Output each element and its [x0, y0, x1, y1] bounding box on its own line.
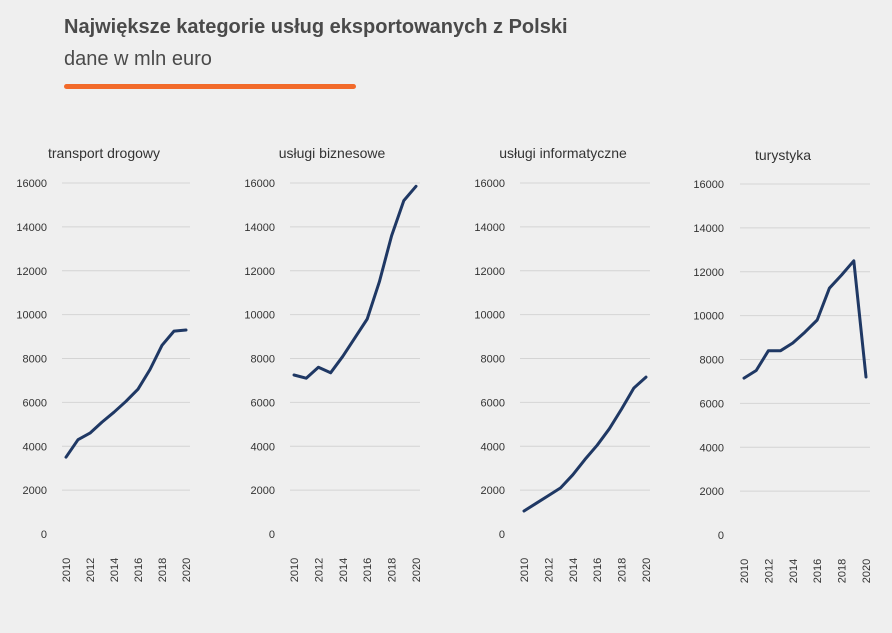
y-tick-label: 12000	[16, 266, 47, 278]
y-tick-label: 2000	[700, 486, 724, 498]
y-tick-label: 4000	[700, 442, 724, 454]
y-tick-label: 10000	[244, 310, 275, 322]
y-tick-label: 16000	[474, 178, 505, 190]
x-tick-label: 2016	[812, 559, 824, 583]
chart-1: transport drogowy 0 2000 4000 6000 8000 10000 1…	[16, 145, 193, 582]
x-tick-label: 2018	[387, 558, 399, 582]
x-tick-label: 2020	[641, 558, 653, 582]
chart-3: usługi informatyczne 0 2000 4000 6000 8000 100…	[474, 145, 653, 582]
y-tick-label: 14000	[693, 223, 724, 235]
y-tick-label: 6000	[23, 397, 47, 409]
x-tick-label: 2012	[543, 558, 555, 582]
y-tick-label: 8000	[481, 354, 505, 366]
y-tick-label: 16000	[693, 179, 724, 191]
series-line	[522, 375, 648, 513]
x-tick-label: 2020	[181, 558, 193, 582]
chart-2: usługi biznesowe 0 2000 4000 6000 8000 10000 12…	[244, 145, 423, 582]
y-tick-label: 10000	[16, 310, 47, 322]
x-tick-label: 2020	[411, 558, 423, 582]
y-tick-label: 0	[718, 530, 724, 542]
y-tick-label: 14000	[16, 222, 47, 234]
y-tick-label: 0	[41, 529, 47, 541]
y-tick-label: 14000	[244, 222, 275, 234]
x-tick-label: 2010	[61, 558, 73, 582]
y-tick-label: 16000	[16, 178, 47, 190]
x-tick-label: 2014	[338, 558, 350, 582]
x-tick-label: 2018	[837, 559, 849, 583]
y-tick-label: 6000	[481, 397, 505, 409]
y-tick-label: 8000	[700, 355, 724, 367]
y-tick-label: 16000	[244, 178, 275, 190]
y-tick-label: 4000	[251, 441, 275, 453]
accent-underline	[64, 84, 356, 89]
y-tick-label: 14000	[474, 222, 505, 234]
y-tick-label: 12000	[244, 266, 275, 278]
x-tick-label: 2020	[861, 559, 873, 583]
series-line	[742, 259, 868, 380]
y-tick-label: 0	[499, 529, 505, 541]
x-tick-label: 2016	[592, 558, 604, 582]
y-tick-label: 10000	[693, 311, 724, 323]
series-line	[292, 184, 418, 380]
page-title: Największe kategorie usług eksportowanyc…	[64, 16, 568, 38]
chart-title: transport drogowy	[48, 145, 160, 161]
y-tick-label: 2000	[251, 485, 275, 497]
y-tick-label: 0	[269, 529, 275, 541]
y-tick-label: 12000	[474, 266, 505, 278]
x-tick-label: 2016	[133, 558, 145, 582]
x-tick-label: 2012	[763, 559, 775, 583]
y-tick-label: 8000	[23, 354, 47, 366]
y-tick-label: 6000	[251, 397, 275, 409]
y-tick-label: 8000	[251, 354, 275, 366]
chart-title: usługi biznesowe	[279, 145, 386, 161]
x-tick-label: 2016	[362, 558, 374, 582]
y-tick-label: 6000	[700, 398, 724, 410]
chart-title: usługi informatyczne	[499, 145, 627, 161]
x-tick-label: 2018	[617, 558, 629, 582]
x-tick-label: 2014	[109, 558, 121, 582]
x-tick-label: 2010	[289, 558, 301, 582]
x-tick-label: 2018	[157, 558, 169, 582]
x-tick-label: 2012	[313, 558, 325, 582]
chart-title: turystyka	[755, 147, 811, 163]
y-tick-label: 10000	[474, 310, 505, 322]
x-tick-label: 2010	[739, 559, 751, 583]
series-line	[64, 328, 188, 459]
x-tick-label: 2010	[519, 558, 531, 582]
y-tick-label: 12000	[693, 267, 724, 279]
y-tick-label: 4000	[481, 441, 505, 453]
y-tick-label: 4000	[23, 441, 47, 453]
y-tick-label: 2000	[23, 485, 47, 497]
page-subtitle: dane w mln euro	[64, 48, 212, 70]
x-tick-label: 2014	[568, 558, 580, 582]
x-tick-label: 2014	[788, 559, 800, 583]
chart-4: turystyka 0 2000 4000 6000 8000 10000 12000 1400…	[693, 147, 873, 583]
x-tick-label: 2012	[85, 558, 97, 582]
y-tick-label: 2000	[481, 485, 505, 497]
